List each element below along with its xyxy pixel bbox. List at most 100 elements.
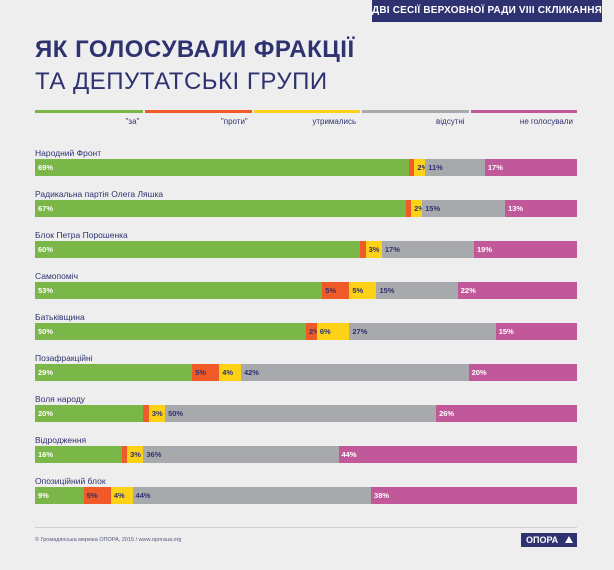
bar-segment: 17% xyxy=(381,241,474,258)
data-label: 11% xyxy=(428,163,443,172)
data-label: 29% xyxy=(38,368,54,377)
bar-segment: 3% xyxy=(365,241,382,258)
legend-item: не голосували xyxy=(470,110,577,132)
chart-legend: "за" "проти" утримались відсутні не голосува… xyxy=(35,110,577,132)
data-label: 5% xyxy=(86,491,98,500)
bar-segment xyxy=(405,200,412,217)
stacked-bar: 69% 2% 11% 17% xyxy=(35,159,577,176)
bar-segment: 9% xyxy=(35,487,84,504)
bar-segment: 6% xyxy=(316,323,350,340)
data-label: 67% xyxy=(38,204,54,213)
category-label: Самопоміч xyxy=(35,271,79,281)
page-title: ЯК ГОЛОСУВАЛИ ФРАКЦІЇ xyxy=(35,36,355,63)
bar-segment: 26% xyxy=(436,405,577,422)
stacked-bar: 53% 5% 5% 15% 22% xyxy=(35,282,577,299)
data-label: 50% xyxy=(38,327,54,336)
data-label: 16% xyxy=(38,450,54,459)
data-label: 5% xyxy=(352,286,364,295)
bar-segment xyxy=(143,405,149,422)
data-label: 3% xyxy=(151,409,163,418)
data-label: 17% xyxy=(384,245,400,254)
legend-item: відсутні xyxy=(362,110,469,132)
data-label: 3% xyxy=(368,245,380,254)
category-label: Позафракційні xyxy=(35,353,93,363)
stacked-bar: 9% 5% 4% 44% 38% xyxy=(35,487,577,504)
bar-segment: 5% xyxy=(349,282,377,299)
legend-item: "за" xyxy=(35,110,144,132)
legend-label: не голосували xyxy=(519,117,573,126)
data-label: 50% xyxy=(168,409,184,418)
header-badge: ДВІ СЕСІЇ ВЕРХОВНОЇ РАДИ VIII СКЛИКАННЯ xyxy=(372,0,602,22)
bar-segment: 5% xyxy=(83,487,111,504)
legend-label: утримались xyxy=(312,117,357,126)
data-label: 4% xyxy=(113,491,125,500)
legend-item: "проти" xyxy=(145,110,252,132)
opora-logo: ОПОРА xyxy=(521,533,577,547)
bar-segment xyxy=(360,241,366,258)
bar-segment xyxy=(121,446,128,463)
stacked-bar: 16% 3% 36% 44% xyxy=(35,446,577,463)
bar-segment: 42% xyxy=(240,364,469,381)
logo-text: ОПОРА xyxy=(526,535,559,545)
legend-label: "проти" xyxy=(220,117,248,126)
bar-segment: 3% xyxy=(127,446,144,463)
bar-segment: 50% xyxy=(165,405,437,422)
bar-segment: 69% xyxy=(35,159,409,176)
data-label: 26% xyxy=(439,409,455,418)
data-label: 5% xyxy=(195,368,207,377)
data-label: 20% xyxy=(38,409,54,418)
data-label: 6% xyxy=(319,327,331,336)
bar-segment: 50% xyxy=(35,323,306,340)
stacked-bar: 67% 2% 15% 13% xyxy=(35,200,577,217)
bar-segment: 60% xyxy=(35,241,361,258)
legend-swatch xyxy=(253,110,361,113)
bar-segment: 67% xyxy=(35,200,406,217)
bar-segment: 2% xyxy=(306,323,320,340)
bar-segment: 53% xyxy=(35,282,323,299)
data-label: 2% xyxy=(414,204,425,213)
bar-segment: 20% xyxy=(468,364,577,381)
bar-segment: 15% xyxy=(495,323,577,340)
category-label: Відродження xyxy=(35,435,87,445)
bar-segment: 2% xyxy=(411,200,425,217)
legend-swatch xyxy=(35,110,144,113)
bar-row: Радикальна партія Олега Ляшка 67% 2% 15% 13% xyxy=(35,189,577,225)
bar-segment: 44% xyxy=(132,487,372,504)
bar-row: Відродження 16% 3% 36% 44% xyxy=(35,435,577,471)
data-label: 44% xyxy=(341,450,357,459)
data-label: 53% xyxy=(38,286,54,295)
category-label: Воля народу xyxy=(35,394,86,404)
bar-segment: 22% xyxy=(457,282,577,299)
bar-segment: 15% xyxy=(422,200,506,217)
legend-swatch xyxy=(362,110,469,113)
data-label: 69% xyxy=(38,163,54,172)
bar-segment: 17% xyxy=(484,159,577,176)
data-label: 13% xyxy=(508,204,524,213)
bar-segment: 16% xyxy=(35,446,122,463)
data-label: 15% xyxy=(379,286,395,295)
bar-segment: 38% xyxy=(371,487,577,504)
category-label: Опозиційний блок xyxy=(35,476,106,486)
bar-segment: 4% xyxy=(110,487,133,504)
data-label: 60% xyxy=(38,245,54,254)
bar-segment: 44% xyxy=(338,446,577,463)
data-label: 5% xyxy=(325,286,337,295)
data-label: 15% xyxy=(425,204,441,213)
data-label: 42% xyxy=(243,368,259,377)
stacked-bar: 50% 2% 6% 27% 15% xyxy=(35,323,577,340)
bar-segment: 5% xyxy=(192,364,220,381)
data-label: 3% xyxy=(130,450,141,459)
data-label: 20% xyxy=(471,368,487,377)
data-label: 27% xyxy=(352,327,368,336)
bar-segment: 20% xyxy=(35,405,144,422)
bar-segment: 4% xyxy=(219,364,241,381)
bar-row: Позафракційні 29% 5% 4% 42% 20% xyxy=(35,353,577,389)
stacked-bar: 29% 5% 4% 42% 20% xyxy=(35,364,577,381)
category-label: Батьківщина xyxy=(35,312,85,322)
bar-row: Блок Петра Порошенка 60% 3% 17% 19% xyxy=(35,230,577,266)
data-label: 19% xyxy=(477,245,493,254)
bar-segment: 11% xyxy=(425,159,485,176)
logo-triangle-icon xyxy=(565,536,573,543)
legend-swatch xyxy=(145,110,252,113)
data-label: 4% xyxy=(222,368,234,377)
